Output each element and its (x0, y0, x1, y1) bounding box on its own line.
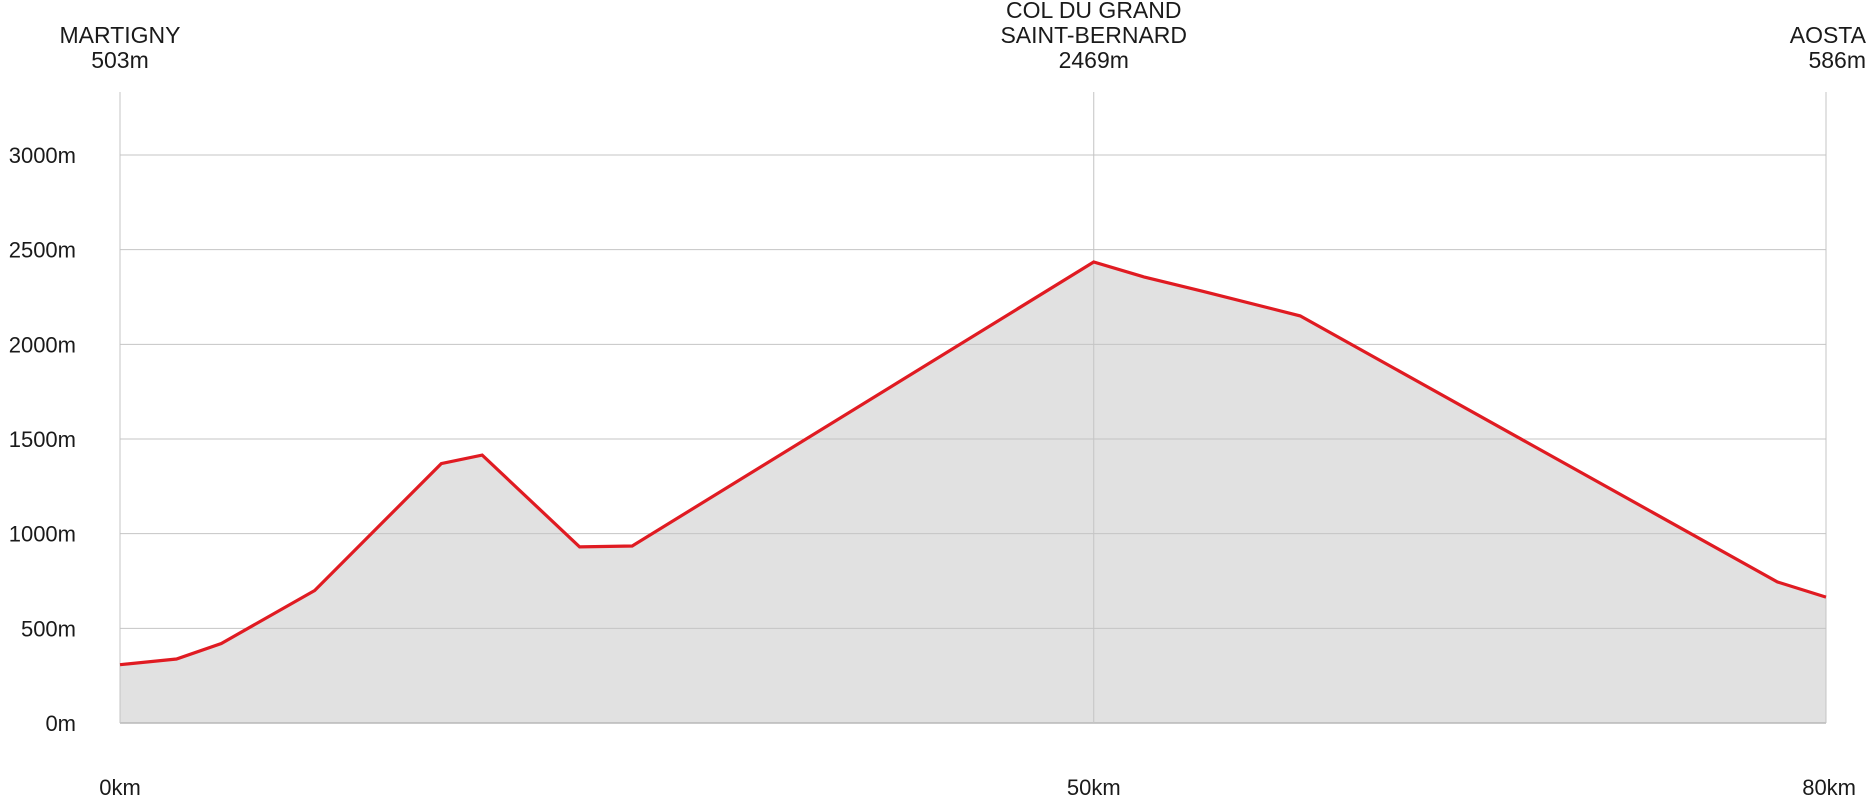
y-tick-label-1500: 1500m (9, 427, 76, 452)
y-tick-label-500: 500m (21, 616, 76, 641)
place-label-0-line-0: MARTIGNY (60, 22, 181, 48)
x-tick-label-1: 50km (1067, 775, 1121, 796)
area-fill-layer (120, 262, 1826, 723)
y-tick-label-2000: 2000m (9, 332, 76, 357)
line-layer (119, 260, 1827, 667)
y-tick-label-0: 0m (45, 711, 76, 736)
y-tick-label-2500: 2500m (9, 238, 76, 263)
x-tick-label-2: 80km (1802, 775, 1856, 796)
grid-layer (119, 92, 1827, 724)
place-label-1-line-1: SAINT-BERNARD (1000, 22, 1187, 48)
y-tick-label-1000: 1000m (9, 522, 76, 547)
x-tick-labels: 0km 50km 80km (99, 775, 1856, 796)
place-label-2-line-0: AOSTA (1790, 22, 1867, 48)
place-label-0-line-1: 503m (91, 47, 149, 73)
x-tick-label-0: 0km (99, 775, 141, 796)
place-label-1-line-0: COL DU GRAND (1006, 0, 1182, 23)
elevation-area-fill (120, 262, 1826, 723)
y-tick-label-3000: 3000m (9, 143, 76, 168)
elevation-line (119, 260, 1827, 667)
place-label-1-line-2: 2469m (1059, 47, 1129, 73)
y-tick-labels: 0m 500m 1000m 1500m 2000m 2500m 3000m (9, 143, 76, 736)
place-label-2-line-1: 586m (1808, 47, 1866, 73)
